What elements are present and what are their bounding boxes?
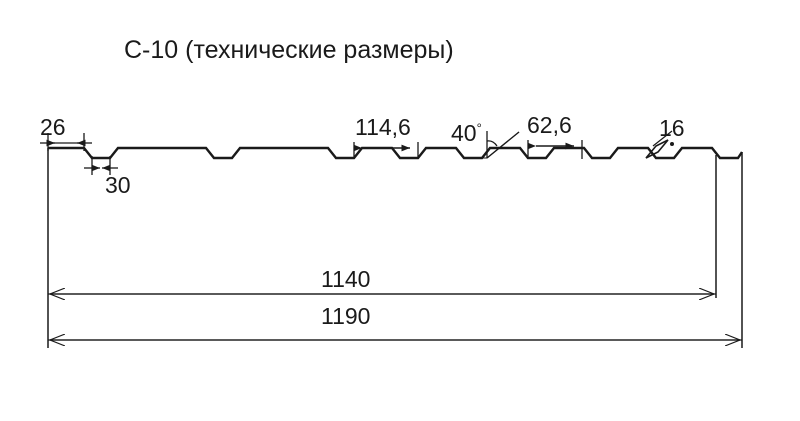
leader-line-16 [652,130,673,147]
dimension-angle-40 [483,131,520,159]
extension-lines-overall [47,148,743,348]
dimension-label-30: 30 [105,172,131,198]
profile-cross-section [48,146,743,160]
page-title: С-10 (технические размеры) [124,36,454,64]
degree-symbol: ° [476,120,482,136]
dimension-label-1140: 1140 [321,266,371,292]
leader-dot-16 [670,142,674,146]
dimension-label-62-6: 62,6 [527,112,572,138]
dimension-label-26: 26 [40,114,66,140]
dimension-label-1190: 1190 [321,303,371,329]
dimension-16 [645,130,674,159]
dimension-label-angle: 40° [451,120,482,147]
angle-arc [486,140,498,147]
profile-outline [48,146,743,160]
dimension-62-6 [527,140,583,159]
dimension-114-6 [353,142,419,159]
dimension-label-16: 16 [659,115,685,141]
rib-height-marker-box [645,139,669,159]
angle-leader [483,131,520,159]
angle-value: 40 [451,120,477,146]
dimension-label-114-6: 114,6 [355,114,411,140]
dimension-30 [84,156,118,175]
